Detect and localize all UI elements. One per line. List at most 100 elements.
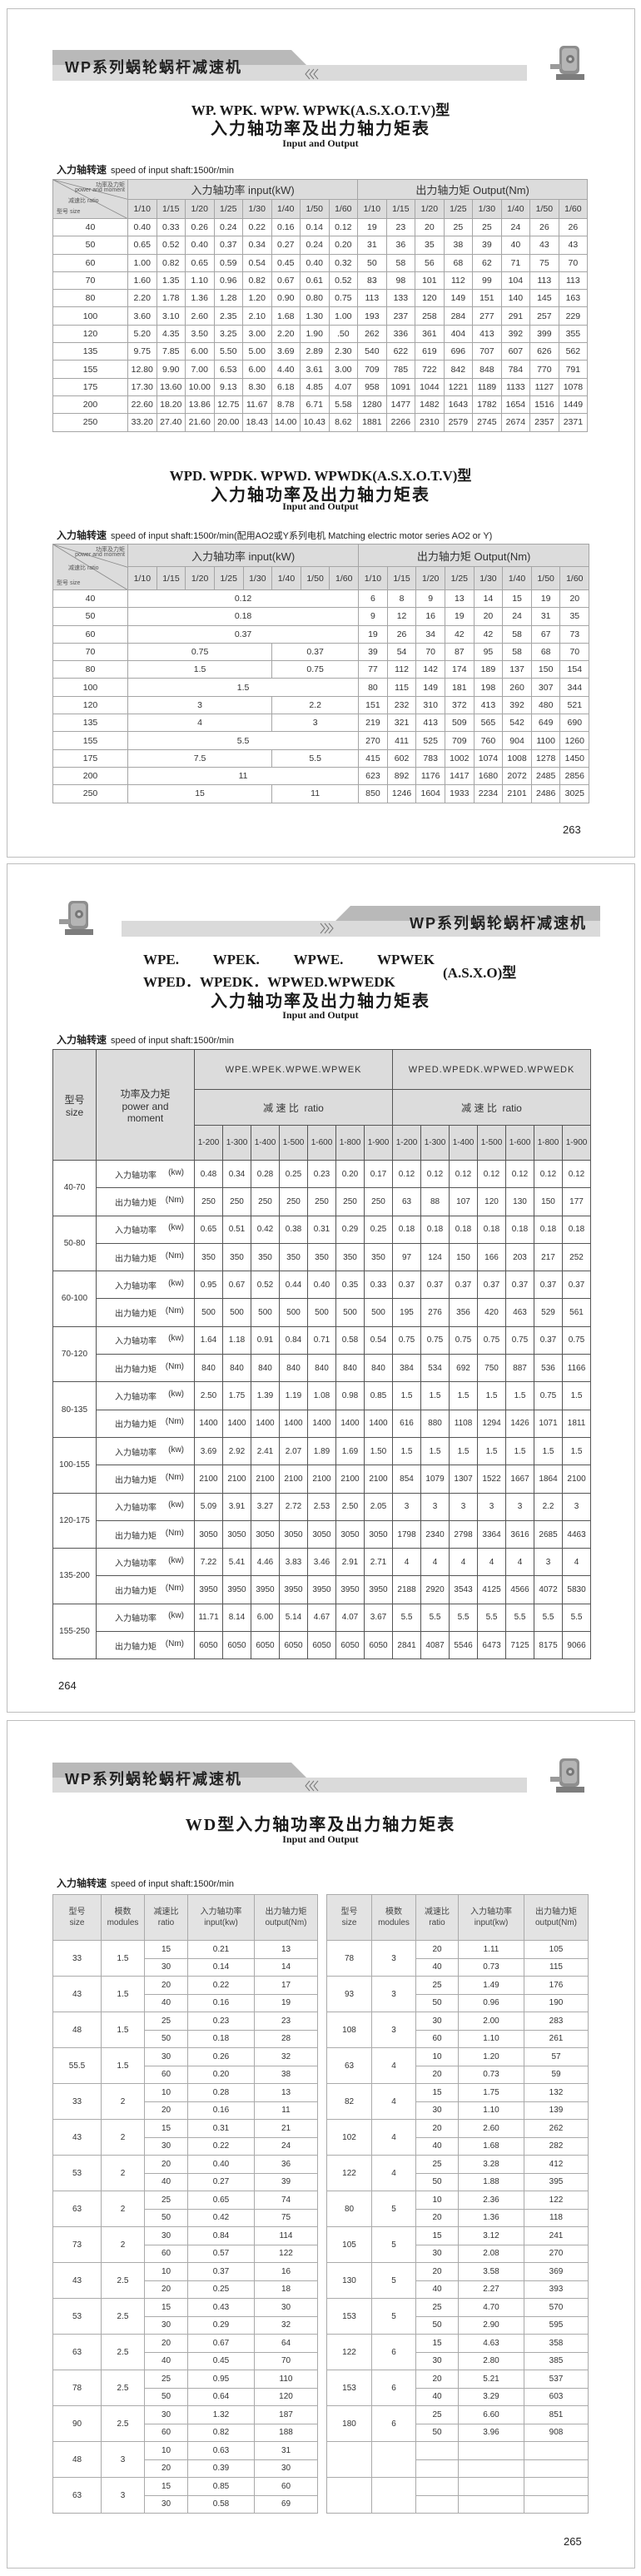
ratio-cell: 60: [144, 2244, 188, 2263]
output-torque-cell: 50: [357, 253, 387, 272]
output-torque-cell: 87: [444, 642, 475, 662]
table-row: 80 1.5 0.75 77 112 142 174 189 137 150 154: [52, 660, 590, 679]
input-label-cell: 入力轴功率 (kw): [96, 1381, 195, 1410]
input-power-cell: 3.91: [222, 1492, 251, 1521]
input-power-cell: 3: [562, 1492, 592, 1521]
output-torque-cell: 19: [530, 589, 561, 609]
input-power-cell: 1.75: [222, 1381, 251, 1410]
output-torque-cell: 500: [279, 1298, 308, 1327]
series-header-band: [122, 906, 600, 937]
table-subtitle: Input and Output: [282, 1009, 359, 1021]
output-torque-cell: 854: [392, 1465, 422, 1494]
diagonal-lines: [53, 180, 127, 218]
ratio-cell: [415, 2459, 459, 2478]
output-torque-cell: 8175: [534, 1631, 564, 1660]
ratio-header-cell: 1-300: [222, 1125, 251, 1161]
model-label: WPWE.: [293, 952, 344, 967]
input-power-cell: 2.27: [458, 2280, 524, 2299]
input-power-cell: 0.67: [271, 271, 301, 291]
series-title: WP系列蜗轮蜗杆减速机: [65, 59, 242, 76]
output-torque-cell: 39: [358, 642, 388, 662]
table-row: 出力轴力矩 (Nm) 250 250 250 250 250 250 250 63 88 107 120…: [53, 1187, 592, 1216]
input-power-cell: 3: [420, 1492, 450, 1521]
input-power-cell: 33.20: [127, 413, 157, 432]
input-power-cell: 5.5: [449, 1603, 479, 1633]
ratio-header-cell: 1/10: [127, 566, 157, 590]
input-power-cell: 0.33: [363, 1271, 394, 1300]
output-torque-cell: 80: [358, 678, 388, 697]
input-power-cell: 0.84: [279, 1325, 308, 1355]
output-torque-cell: 3616: [505, 1519, 535, 1549]
input-power-cell: 1.5: [127, 660, 273, 679]
input-power-cell: 0.17: [363, 1159, 394, 1189]
output-torque-cell: 500: [194, 1298, 223, 1327]
output-torque-cell: 1400: [194, 1409, 223, 1438]
size-cell: 50-80: [52, 1215, 97, 1272]
column-header: 出力轴力矩 output(Nm): [524, 1894, 589, 1941]
output-torque-cell: 250: [222, 1187, 251, 1216]
corner-ratio-label: 减速比 ratio: [68, 565, 99, 571]
input-power-cell: 13.60: [156, 377, 186, 396]
input-label-cell: 入力轴功率 (kw): [96, 1271, 195, 1300]
input-power-cell: [458, 2477, 524, 2496]
size-cell: 70-120: [52, 1325, 97, 1383]
ratio-header-cell: 1-900: [562, 1125, 592, 1161]
output-torque-cell: 2100: [562, 1465, 592, 1494]
worm-gear-reducer-image: [59, 901, 93, 935]
output-torque-cell: 350: [194, 1242, 223, 1272]
input-power-cell: 0.96: [213, 271, 243, 291]
input-power-cell: 3.00: [328, 360, 359, 379]
size-cell: 100: [52, 306, 128, 326]
input-power-cell: 0.67: [187, 2334, 255, 2353]
ratio-header-cell: 1/25: [213, 566, 244, 590]
input-power-cell: 7.00: [185, 360, 215, 379]
model-group-header: WPED.WPEDK.WPWED.WPWEDK: [392, 1049, 592, 1090]
output-torque-cell: 137: [502, 660, 532, 679]
speed-label: 入力轴转速 speed of input shaft:1500r/min: [57, 1032, 234, 1047]
output-torque-cell: 2485: [530, 766, 561, 786]
input-label-cn: 入力轴功率: [115, 1171, 157, 1181]
output-torque-cell: 848: [472, 360, 502, 379]
input-power-cell: 5.20: [127, 324, 157, 344]
output-label-unit: (Nm): [165, 1251, 184, 1261]
table-row: 135-200 入力轴功率 (kw) 7.22 5.41 4.46 3.83 3.46 2.91…: [52, 1548, 592, 1604]
table-row: 200 11 623 892 1176 1417 1680 2072 2485 2856: [52, 766, 590, 786]
output-torque-cell: 399: [529, 324, 559, 344]
input-power-cell: 18.43: [242, 413, 272, 432]
module-cell: 5: [371, 2191, 416, 2227]
output-torque-cell: 261: [524, 2029, 589, 2048]
output-torque-cell: 258: [415, 306, 445, 326]
ratio-cell: 40: [144, 2172, 188, 2191]
speed-label-cn: 入力轴转速: [57, 530, 107, 541]
table-title-models-row1: WPE. WPEK. WPWE. WPWEK: [143, 952, 435, 968]
size-cell: 135: [52, 714, 128, 733]
output-torque-cell: 2685: [534, 1519, 564, 1549]
output-torque-cell: 509: [444, 714, 475, 733]
output-torque-cell: 536: [534, 1354, 564, 1383]
output-torque-cell: 193: [357, 306, 387, 326]
column-header-cn: 模数: [114, 1907, 132, 1917]
table-row: 48 3 10 0.63 31: [52, 2441, 318, 2478]
input-power-cell: 0.75: [328, 289, 359, 308]
input-power-cell: 0.42: [187, 2208, 255, 2227]
size-cell: 180: [326, 2405, 372, 2442]
power-torque-table-wpe: 型号 size 功率及力矩 power and moment WPE.WPEK.WPWE…: [52, 1049, 592, 1660]
table-a-speed-label: 入力轴转速 speed of input shaft:1500r/min: [57, 162, 234, 177]
output-torque-cell: 1811: [562, 1409, 592, 1438]
output-torque-cell: 88: [420, 1187, 450, 1216]
size-cell: 48: [52, 2441, 102, 2478]
ratio-cell: 15: [144, 1940, 188, 1959]
ratio-cell: 50: [144, 2387, 188, 2406]
input-power-cell: 0.75: [562, 1325, 592, 1355]
input-power-cell: 2.60: [185, 306, 215, 326]
table-row: 82 4 15 1.75 132: [326, 2083, 589, 2120]
output-torque-cell: 561: [562, 1298, 592, 1327]
input-power-cell: 0.26: [187, 2047, 255, 2066]
series-header-band: [52, 1763, 527, 1793]
input-label-cn: 入力轴功率: [115, 1614, 157, 1624]
series-title: WP系列蜗轮蜗杆减速机: [65, 1771, 242, 1788]
output-torque-cell: 270: [358, 731, 388, 750]
ratio-cell: 20: [415, 2119, 459, 2138]
table-row: 175 7.5 5.5 415 602 783 1002 1074 1008 1278 1450: [52, 748, 590, 768]
size-cell: 60: [52, 624, 128, 644]
